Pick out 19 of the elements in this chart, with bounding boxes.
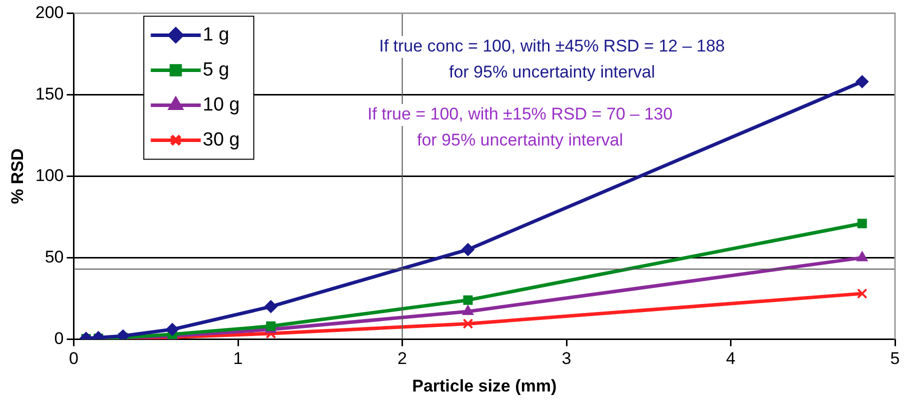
x-tick-label: 5 [890,349,900,368]
y-tick-label: 150 [35,84,64,104]
legend-label: 10 g [202,94,240,116]
y-tick-label: 50 [44,247,64,266]
x-axis-title: Particle size (mm) [412,376,557,396]
y-axis-title: % RSD [8,148,27,204]
legend-label: 30 g [202,129,240,150]
x-tick-label: 1 [233,349,243,368]
annotation: If true conc = 100, with ±45% RSD = 12 – 188 for 95% uncertainty interval [379,36,725,82]
x-tick-label: 3 [562,349,572,368]
y-tick-label: 0 [54,328,64,348]
x-tick-label: 4 [726,349,736,368]
y-tick-label: 100 [35,166,64,185]
legend-label: 1 g [202,24,230,46]
y-tick-label: 200 [35,2,64,22]
x-tick-label: 0 [69,349,78,368]
legend-label: 5 g [202,59,230,80]
annotation: If true = 100, with ±15% RSD = 70 – 130 for 95% uncertainty interval [367,104,673,150]
x-tick-label: 2 [398,349,407,368]
